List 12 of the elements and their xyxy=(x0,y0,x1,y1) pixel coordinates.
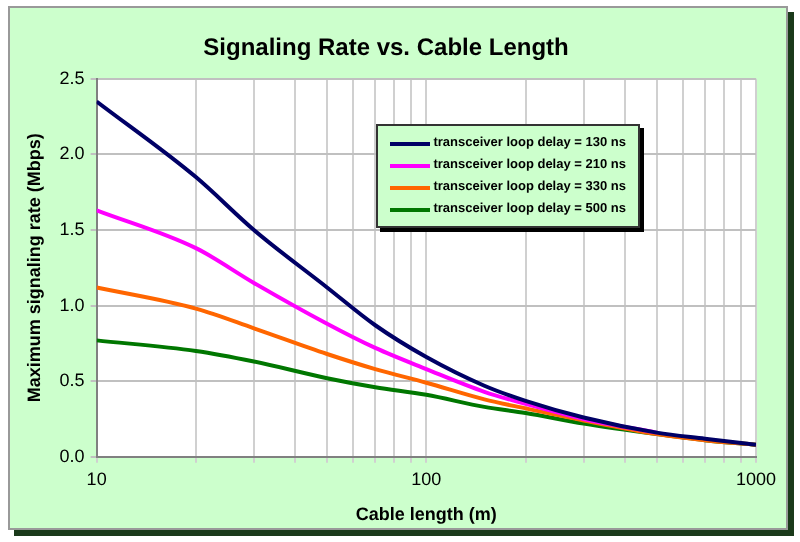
y-tick-label: 0.5 xyxy=(59,370,85,391)
y-tick-label: 2.5 xyxy=(59,67,85,88)
chart-title: Signaling Rate vs. Cable Length xyxy=(203,33,569,62)
y-tick-label: 1.0 xyxy=(59,294,85,315)
y-tick-label: 0.0 xyxy=(59,445,85,466)
x-tick-label: 1000 xyxy=(735,468,777,489)
y-tick-label: 2.0 xyxy=(59,143,85,164)
y-tick-label: 1.5 xyxy=(59,218,85,239)
x-axis-title: Cable length (m) xyxy=(355,504,497,525)
x-tick-label: 10 xyxy=(86,468,107,489)
y-axis-title: Maximum signaling rate (Mbps) xyxy=(23,133,44,403)
x-tick-label: 100 xyxy=(411,468,442,489)
